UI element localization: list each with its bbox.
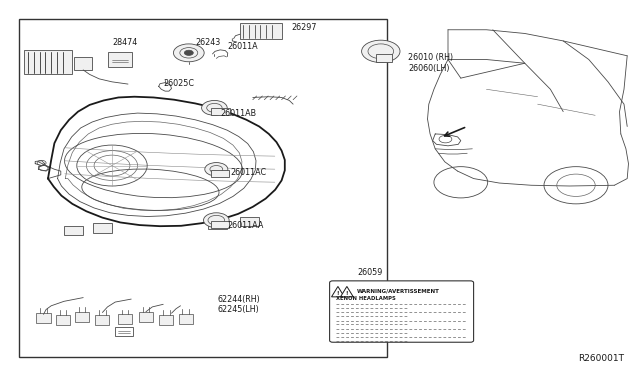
Bar	[211, 170, 229, 177]
Text: 26010 (RH): 26010 (RH)	[408, 53, 454, 62]
Bar	[240, 217, 259, 226]
Bar	[208, 219, 227, 229]
Circle shape	[173, 44, 204, 62]
Text: !: !	[346, 291, 348, 296]
Text: R260001T: R260001T	[578, 354, 624, 363]
Polygon shape	[340, 286, 353, 297]
Text: XENON HEADLAMPS: XENON HEADLAMPS	[336, 296, 396, 301]
Bar	[211, 221, 229, 228]
Bar	[95, 315, 109, 325]
Text: 26011AB: 26011AB	[221, 109, 257, 118]
Bar	[108, 52, 132, 67]
Polygon shape	[332, 286, 344, 297]
Text: !: !	[337, 291, 339, 296]
Text: 26025C: 26025C	[163, 79, 194, 88]
Bar	[93, 223, 112, 232]
Bar	[159, 315, 173, 325]
Text: 62245(LH): 62245(LH)	[218, 305, 259, 314]
Bar	[240, 23, 282, 39]
Bar	[118, 314, 132, 324]
Bar	[36, 313, 51, 323]
Circle shape	[205, 163, 228, 176]
Text: 26243: 26243	[195, 38, 220, 47]
Bar	[139, 312, 153, 322]
Text: 26297: 26297	[291, 23, 317, 32]
Bar	[24, 50, 72, 74]
Bar	[19, 19, 387, 357]
Bar	[115, 327, 133, 336]
Circle shape	[184, 50, 193, 55]
Bar	[211, 108, 230, 115]
Circle shape	[362, 40, 400, 62]
Text: 26011AA: 26011AA	[227, 221, 264, 230]
Circle shape	[204, 213, 229, 228]
Text: 62244(RH): 62244(RH)	[218, 295, 260, 304]
Text: 26011AC: 26011AC	[230, 169, 266, 177]
Text: 26011A: 26011A	[227, 42, 258, 51]
Bar	[64, 226, 83, 235]
Circle shape	[202, 100, 227, 115]
FancyBboxPatch shape	[330, 281, 474, 342]
Bar	[376, 54, 392, 62]
Bar	[179, 314, 193, 324]
Text: WARNING/AVERTISSEMENT: WARNING/AVERTISSEMENT	[357, 288, 440, 294]
Text: 26060(LH): 26060(LH)	[408, 64, 450, 73]
Text: 26059: 26059	[357, 268, 383, 277]
Bar	[74, 57, 92, 70]
Text: 28474: 28474	[112, 38, 137, 47]
Bar	[75, 312, 89, 322]
Bar	[56, 315, 70, 325]
